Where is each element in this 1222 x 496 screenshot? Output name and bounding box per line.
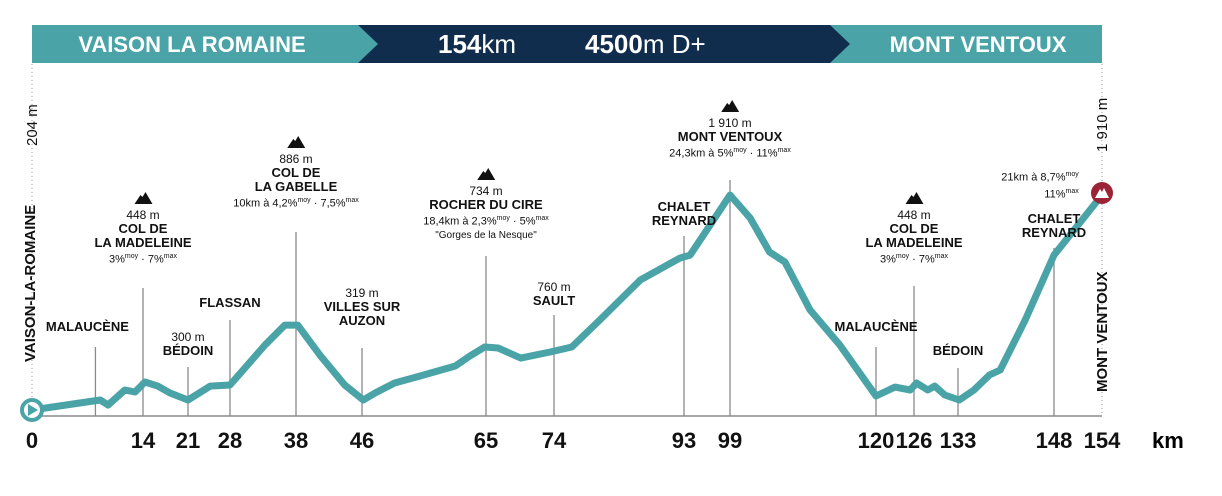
waypoint-note: "Gorges de la Nesque": [435, 229, 537, 241]
waypoint-name-line1: COL DE: [271, 165, 321, 180]
x-tick-label: 65: [474, 428, 498, 453]
waypoint-label: 1 910 m MONT VENTOUX 24,3km à 5%moy · 11%m…: [669, 100, 791, 161]
start-altitude-vertical: 204 m: [24, 104, 41, 146]
waypoint-gradient: 21km à 8,7%moy: [1001, 171, 1079, 184]
x-unit-label: km: [1152, 428, 1184, 453]
x-tick-label: 38: [284, 428, 308, 453]
waypoint-name: MONT VENTOUX: [677, 129, 783, 144]
finish-name-vertical: MONT VENTOUX: [1094, 271, 1111, 392]
mountain-icon: [134, 192, 152, 204]
waypoint-name: AUZON: [338, 313, 386, 328]
x-tick-label: 133: [940, 428, 977, 453]
start-name-vertical: VAISON-LA-ROMAINE: [22, 204, 39, 362]
mountain-icon: [287, 136, 305, 148]
mountain-icon: [477, 168, 495, 180]
waypoint-name-line1: CHALET: [657, 199, 711, 214]
waypoint-name: FLASSAN: [199, 295, 261, 310]
x-tick-label: 74: [542, 428, 567, 453]
x-tick-label: 120: [858, 428, 895, 453]
waypoint-gradient: 10km à 4,2%moy · 7,5%max: [233, 197, 359, 210]
waypoint-name: BÉDOIN: [932, 343, 984, 358]
waypoint-gradient: 3%moy · 7%max: [108, 253, 178, 266]
climb-value: 4500: [585, 29, 643, 59]
waypoint-gradient: 24,3km à 5%moy · 11%max: [669, 147, 791, 160]
waypoint-name: MALAUCÈNE: [45, 319, 129, 334]
waypoint-name-line1: VILLES SUR: [323, 299, 401, 314]
x-tick-label: 154: [1084, 428, 1121, 453]
waypoint-name: SAULT: [532, 293, 576, 308]
header-distance: 154km: [438, 29, 516, 59]
x-tick-label: 93: [672, 428, 696, 453]
elevation-profile-line: [28, 191, 1106, 414]
waypoint-label: 448 m COL DE LA MADELEINE 3%moy · 7%max: [94, 192, 192, 267]
waypoint-name: REYNARD: [651, 213, 717, 228]
waypoint-altitude: 734 m: [469, 184, 503, 198]
waypoint-label: FLASSAN: [199, 296, 260, 310]
play-icon: [28, 404, 38, 416]
waypoint-label: MALAUCÈNE: [46, 320, 129, 334]
waypoint-label: CHALET REYNARD: [652, 200, 716, 228]
header-banner: VAISON LA ROMAINE 154km 4500m D+ MONT VE…: [32, 25, 1102, 63]
distance-value: 154: [438, 29, 482, 59]
x-tick-label: 14: [131, 428, 156, 453]
mountain-icon: [1095, 188, 1109, 198]
header-start-segment: [32, 25, 378, 63]
waypoint-label: 886 m COL DE LA GABELLE 10km à 4,2%moy · 7,…: [233, 136, 359, 211]
waypoint-gradient: 18,4km à 2,3%moy · 5%max: [423, 215, 549, 228]
header-finish-name: MONT VENTOUX: [890, 32, 1067, 57]
waypoint-altitude: 448 m: [897, 208, 931, 222]
waypoint-name: LA MADELEINE: [865, 235, 963, 250]
waypoint-name: MALAUCÈNE: [834, 319, 918, 334]
waypoint-label: CHALET REYNARD: [1022, 212, 1086, 240]
waypoint-name: BÉDOIN: [162, 343, 214, 358]
x-tick-label: 148: [1036, 428, 1073, 453]
x-tick-label: 21: [176, 428, 200, 453]
waypoint-altitude: 448 m: [126, 208, 160, 222]
waypoint-gradient: 3%moy · 7%max: [879, 253, 949, 266]
waypoint-label: 760 m SAULT: [533, 280, 575, 308]
waypoint-name: ROCHER DU CIRE: [429, 197, 543, 212]
waypoint-name-line1: COL DE: [118, 221, 168, 236]
waypoint-name-line1: CHALET: [1027, 211, 1081, 226]
waypoint-label: 734 m ROCHER DU CIRE 18,4km à 2,3%moy · 5%…: [423, 168, 549, 243]
x-tick-label: 99: [718, 428, 742, 453]
waypoint-label: MALAUCÈNE: [834, 320, 917, 334]
climb-unit: m D+: [643, 29, 706, 59]
waypoint-label: 300 m BÉDOIN: [163, 330, 214, 358]
waypoint-name: LA MADELEINE: [94, 235, 192, 250]
waypoint-label: 21km à 8,7%moy 11%max: [1001, 168, 1078, 201]
waypoint-altitude: 1 910 m: [708, 116, 752, 130]
header-start-name: VAISON LA ROMAINE: [78, 32, 305, 57]
waypoint-label: 319 m VILLES SUR AUZON: [324, 286, 401, 328]
waypoint-altitude: 760 m: [537, 280, 571, 294]
waypoint-gradient-max: 11%max: [1044, 187, 1079, 201]
waypoint-altitude: 886 m: [279, 152, 313, 166]
waypoint-label: BÉDOIN: [933, 344, 984, 358]
start-marker: [20, 398, 44, 422]
mountain-icon: [721, 100, 739, 112]
waypoint-name: REYNARD: [1021, 225, 1087, 240]
x-tick-label: 0: [26, 428, 38, 453]
x-tick-label: 28: [218, 428, 242, 453]
header-climb: 4500m D+: [585, 29, 706, 59]
waypoint-altitude: 319 m: [345, 286, 379, 300]
finish-altitude-vertical: 1 910 m: [1094, 97, 1111, 152]
x-tick-label: 126: [896, 428, 933, 453]
header-finish-segment: [830, 25, 1102, 63]
distance-unit: km: [481, 29, 516, 59]
finish-marker: [1091, 182, 1113, 204]
waypoint-name-line1: COL DE: [889, 221, 939, 236]
x-tick-label: 46: [350, 428, 374, 453]
waypoint-altitude: 300 m: [171, 330, 205, 344]
waypoint-name: LA GABELLE: [254, 179, 338, 194]
waypoint-label: 448 m COL DE LA MADELEINE 3%moy · 7%max: [865, 192, 963, 267]
mountain-icon: [905, 192, 923, 204]
